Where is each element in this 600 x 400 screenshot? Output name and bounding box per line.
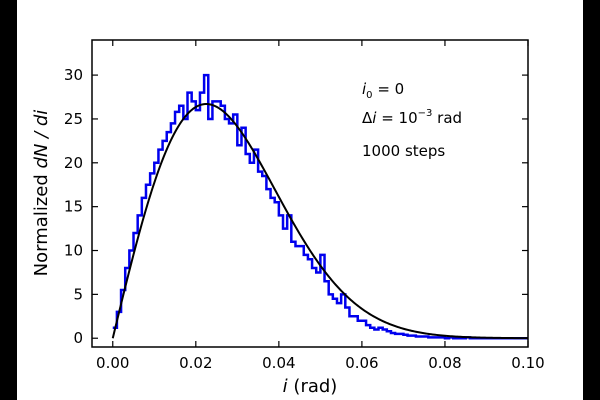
y-tick-label: 30 [64, 66, 83, 84]
annotation-step-count: 1000 steps [362, 142, 445, 160]
x-tick-label: 0.10 [511, 354, 544, 372]
annotation-step-size: Δi = 10−3 rad [362, 108, 462, 127]
x-axis-label: i (rad) [283, 376, 338, 397]
x-tick-label: 0.00 [96, 354, 129, 372]
x-axis-ticks: 0.00 0.02 0.04 0.06 0.08 0.10 [96, 40, 545, 372]
y-axis-ticks: 0 5 10 15 20 25 30 [64, 66, 528, 347]
y-axis-label: Normalized dN / di [31, 110, 52, 277]
x-tick-label: 0.06 [345, 354, 378, 372]
fit-curve-series [111, 103, 528, 340]
plot-frame [91, 39, 529, 348]
y-tick-label: 25 [64, 110, 83, 128]
annotation-initial-inclination: i0 = 0 [362, 80, 404, 101]
y-tick-label: 0 [73, 329, 83, 347]
y-tick-label: 10 [64, 242, 83, 260]
y-tick-label: 20 [64, 154, 83, 172]
histogram-series [112, 73, 528, 340]
x-tick-label: 0.08 [428, 354, 461, 372]
figure-background [17, 0, 583, 400]
x-tick-label: 0.04 [262, 354, 295, 372]
y-tick-label: 15 [64, 198, 83, 216]
x-tick-label: 0.02 [179, 354, 212, 372]
y-tick-label: 5 [73, 285, 83, 303]
